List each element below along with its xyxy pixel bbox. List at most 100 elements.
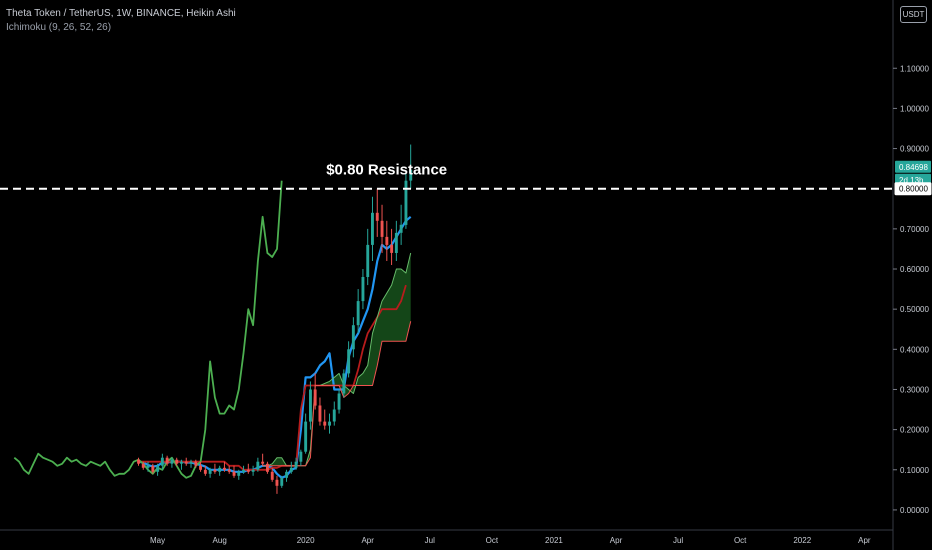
time-axis[interactable]: May Aug 2020 Apr Jul Oct 2021 Apr Jul Oct 2022 Apr: [0, 529, 893, 545]
candle-body: [213, 469, 217, 472]
time-tick-label: Apr: [361, 536, 374, 545]
price-tag-box: [894, 182, 932, 196]
candle-body: [227, 469, 231, 472]
candle: [285, 469, 288, 482]
candle-body: [251, 469, 255, 472]
candle-body: [375, 212, 379, 221]
candle-body: [266, 463, 269, 472]
candle-body: [270, 471, 274, 480]
price-axis[interactable]: 0.00000 0.10000 0.20000 0.30000 0.40000 0.500…: [892, 0, 929, 550]
candle-body: [189, 461, 193, 464]
candle: [380, 204, 384, 253]
candle-body: [304, 421, 308, 452]
conversion-line-line: [138, 215, 412, 479]
indicator-label[interactable]: Ichimoku (9, 26, 52, 26): [6, 22, 112, 33]
candle: [332, 401, 336, 426]
candle: [246, 463, 250, 474]
candle-body: [332, 409, 336, 422]
candle: [170, 457, 174, 468]
candle-body: [261, 461, 265, 464]
time-tick-label: Apr: [610, 536, 623, 545]
candle-body: [256, 461, 260, 470]
candle: [160, 453, 164, 470]
price-tick-label: 0.00000: [900, 506, 929, 515]
candle-body: [318, 405, 322, 422]
candle-body: [285, 471, 288, 478]
candle: [361, 269, 365, 310]
candle-body: [294, 461, 298, 468]
candle-body: [309, 389, 312, 422]
candle-body: [199, 465, 202, 470]
candle-body: [180, 461, 183, 464]
candle: [227, 465, 231, 474]
candle-body: [404, 180, 408, 225]
candle-body: [366, 244, 370, 277]
price-tick-label: 0.10000: [900, 466, 929, 475]
candle-body: [170, 459, 174, 464]
candle: [280, 475, 284, 488]
candle-body: [137, 459, 140, 464]
candle-body: [328, 421, 331, 426]
candle: [223, 461, 226, 472]
candle: [399, 204, 403, 245]
price-tag-label: 0.80000: [899, 185, 928, 194]
currency-button[interactable]: USDT: [900, 6, 927, 23]
candle-body: [208, 469, 212, 474]
resistance-label: $0.80 Resistance: [326, 162, 447, 179]
price-tick-label: 0.40000: [900, 345, 929, 354]
candle: [141, 461, 145, 470]
candle: [342, 369, 346, 398]
time-tick-label: 2022: [793, 536, 811, 545]
candle-body: [351, 325, 355, 350]
candle-body: [203, 469, 207, 474]
leading-span-a-line: [262, 252, 412, 467]
candle-body: [371, 212, 374, 245]
candle: [165, 455, 169, 466]
candle-body: [275, 479, 279, 486]
candle: [184, 457, 188, 466]
candle-body: [160, 457, 164, 466]
candle: [347, 341, 351, 378]
lagging-span-line: [13, 180, 283, 479]
candle: [390, 228, 394, 265]
candle: [137, 457, 140, 466]
candle-body: [156, 465, 160, 472]
candle-body: [289, 467, 293, 472]
candle: [385, 220, 389, 261]
time-tick-label: Jul: [673, 536, 683, 545]
candle-body: [342, 373, 346, 394]
price-tick-label: 0.50000: [900, 305, 929, 314]
candle-body: [165, 457, 169, 464]
candle: [294, 457, 298, 470]
candle: [232, 465, 236, 478]
candle-body: [151, 465, 155, 472]
candle: [371, 196, 374, 261]
candle: [409, 144, 413, 189]
candle: [213, 463, 217, 474]
candle: [328, 413, 331, 434]
candle: [175, 457, 179, 466]
candle: [251, 465, 255, 476]
candle-body: [347, 349, 351, 374]
candle: [366, 228, 370, 286]
resistance-annotation: $0.80 Resistance: [0, 162, 893, 190]
price-tag-current: 0.84698: [895, 160, 931, 173]
candle: [199, 461, 202, 472]
symbol-title[interactable]: Theta Token / TetherUS, 1W, BINANCE, Hei…: [6, 8, 236, 19]
candle-body: [280, 477, 284, 486]
candle-body: [242, 469, 245, 472]
candle-body: [390, 244, 394, 253]
candle: [289, 461, 293, 474]
time-tick-label: Jul: [425, 536, 435, 545]
candle: [337, 389, 341, 414]
candle: [404, 172, 408, 229]
candle-body: [218, 467, 222, 472]
candle: [151, 463, 155, 474]
candle: [242, 465, 245, 474]
candle-body: [175, 459, 179, 464]
candles: [137, 144, 413, 494]
price-tag-label: 0.84698: [899, 163, 928, 172]
candle-body: [409, 169, 413, 181]
